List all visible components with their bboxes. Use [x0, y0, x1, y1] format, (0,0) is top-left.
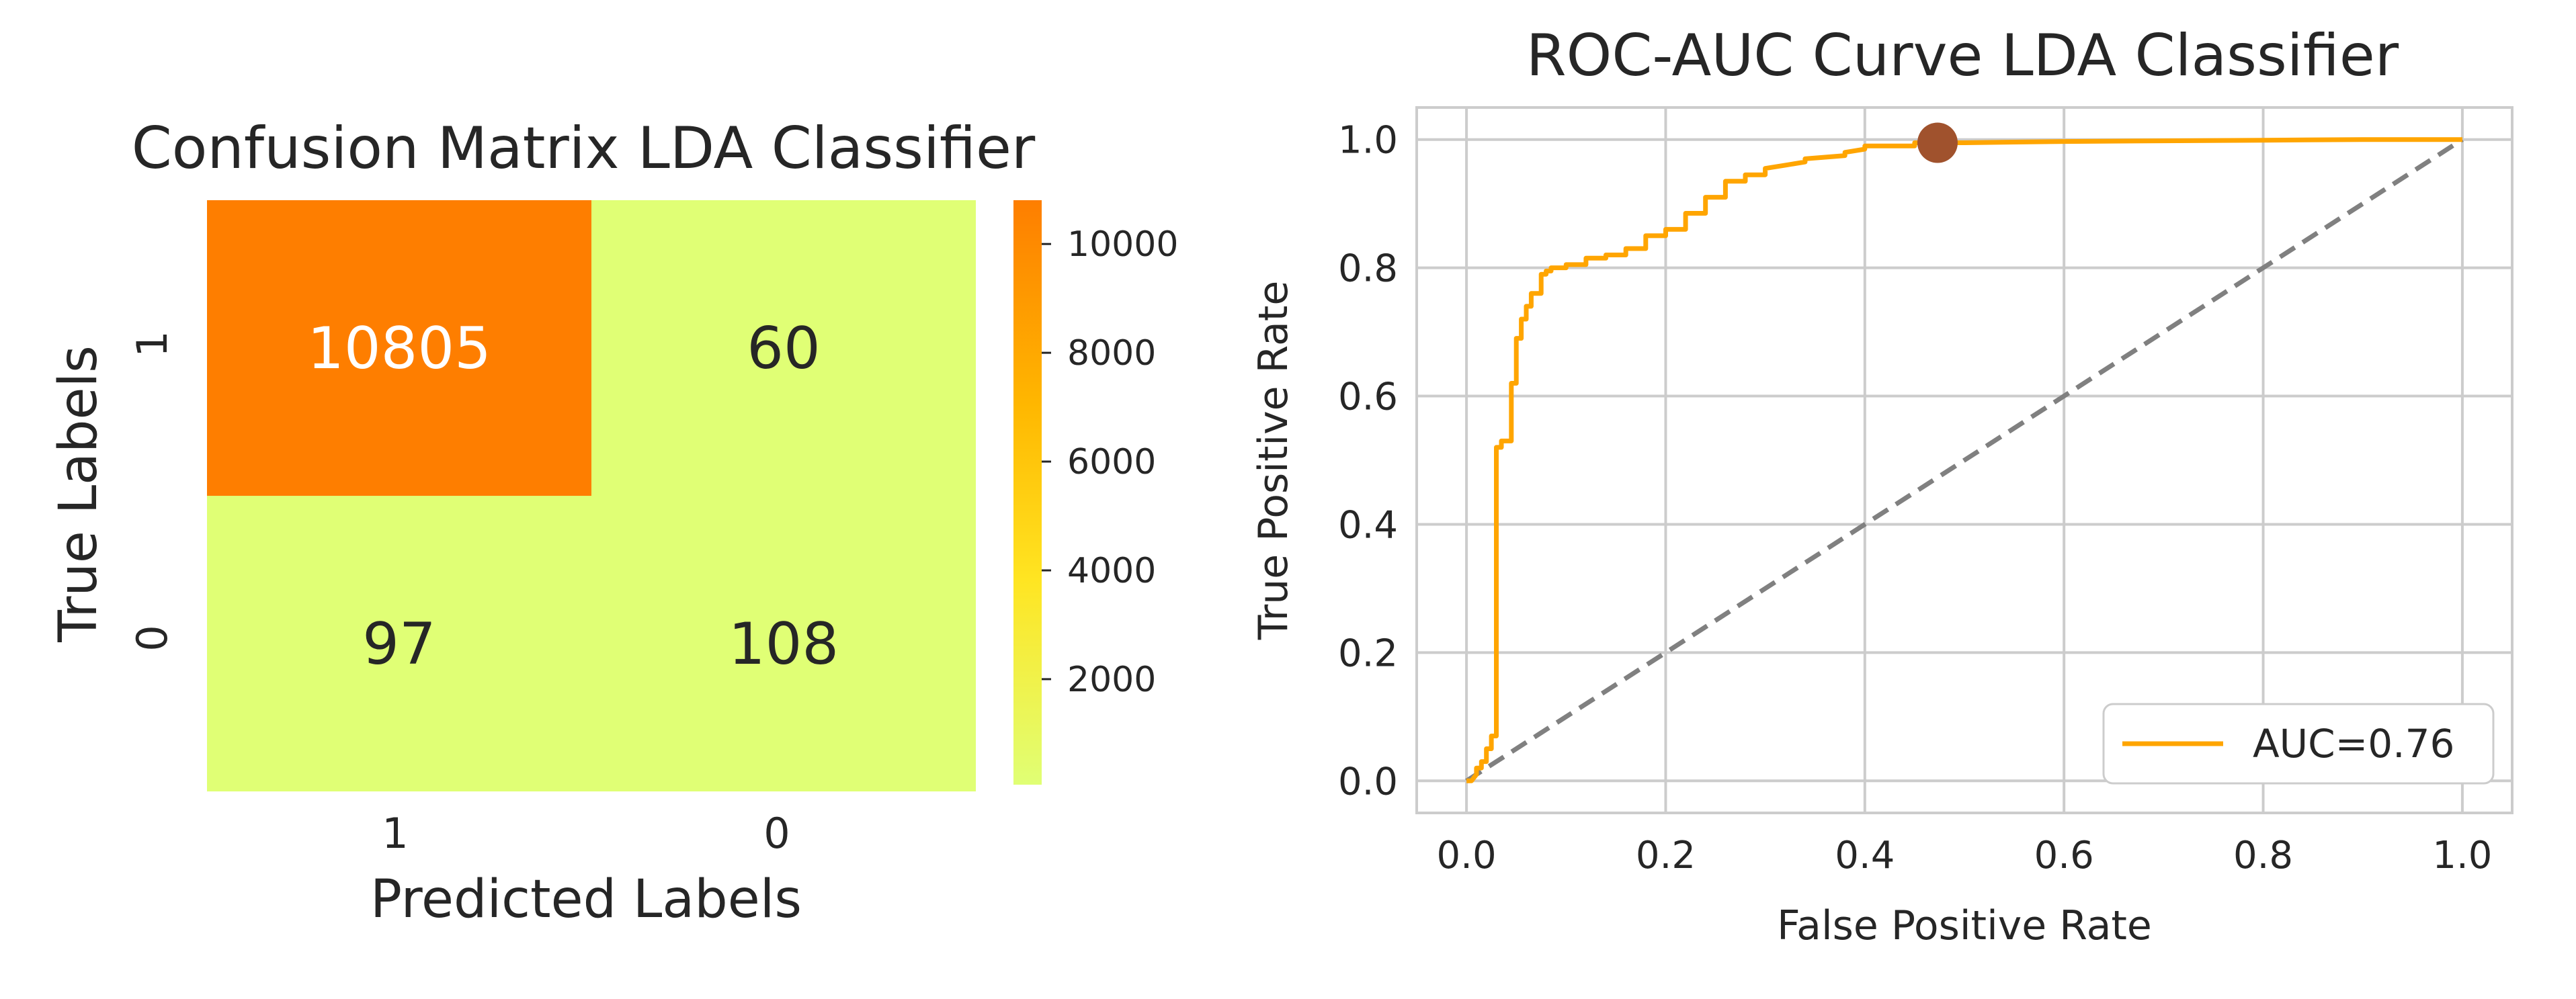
- cm-colorbar-tick-label: 4000: [1067, 551, 1156, 591]
- roc-lines: [1465, 122, 2464, 783]
- roc-x-tick-label: 0.0: [1437, 834, 1497, 877]
- cm-y-tick-label-1: 1: [128, 331, 177, 357]
- cm-x-tick-label-0: 0: [763, 809, 790, 858]
- cm-cell-value-0-0: 10805: [307, 315, 491, 382]
- cm-title: Confusion Matrix LDA Classifier: [132, 115, 1036, 182]
- cm-cell-1-0: [207, 496, 591, 791]
- cm-cell-value-0-1: 60: [747, 315, 820, 382]
- cm-x-axis-label: Predicted Labels: [370, 869, 802, 930]
- roc-legend-label: AUC=0.76: [2253, 721, 2454, 767]
- cm-colorbar-tick-label: 2000: [1067, 660, 1156, 700]
- roc-x-tick-label: 1.0: [2432, 834, 2492, 877]
- roc-y-tick-label: 1.0: [1338, 119, 1398, 163]
- roc-y-tick-label: 0.6: [1338, 376, 1398, 419]
- cm-cell-value-1-1: 108: [729, 611, 839, 678]
- roc-y-axis-label: True Positive Rate: [1250, 281, 1297, 640]
- cm-x-tick-label-1: 1: [382, 809, 408, 858]
- roc-chance-line: [1465, 137, 2464, 783]
- cm-y-tick-label-0: 0: [128, 625, 177, 651]
- cm-colorbar-ticks: 2000 4000 6000 8000 10000: [1042, 224, 1178, 700]
- roc-y-tick-label: 0.0: [1338, 760, 1398, 803]
- roc-y-tick-label: 0.8: [1338, 247, 1398, 291]
- roc-x-tick-label: 0.4: [1835, 834, 1895, 877]
- cm-y-axis-label: True Labels: [48, 345, 109, 643]
- roc-x-tick-label: 0.6: [2034, 834, 2094, 877]
- roc-legend: AUC=0.76: [2102, 703, 2495, 785]
- cm-colorbar-tick-label: 10000: [1067, 224, 1178, 265]
- roc-x-axis-label: False Positive Rate: [1777, 902, 2152, 949]
- cm-colorbar-tick-label: 8000: [1067, 333, 1156, 374]
- cm-cells: 10805 60 97 108: [207, 200, 976, 791]
- roc-optimal-threshold-point: [1917, 122, 1958, 163]
- roc-y-tick-label: 0.4: [1338, 503, 1398, 547]
- cm-colorbar: [1013, 200, 1042, 785]
- cm-cell-0-1: [591, 200, 976, 496]
- roc-legend-box: [2102, 703, 2495, 785]
- cm-cell-0-0: [207, 200, 591, 496]
- roc-x-tick-label: 0.2: [1636, 834, 1696, 877]
- cm-colorbar-tick-label: 6000: [1067, 442, 1156, 482]
- roc-plot-frame: [1415, 106, 2513, 814]
- roc-grid: [1417, 107, 2512, 813]
- cm-cell-1-1: [591, 496, 976, 791]
- roc-curve: [1466, 137, 2462, 783]
- confusion-matrix-chart: Confusion Matrix LDA Classifier 10805 60 9…: [48, 115, 1178, 930]
- roc-y-tick-label: 0.2: [1338, 632, 1398, 675]
- roc-x-tick-label: 0.8: [2233, 834, 2293, 877]
- roc-title: ROC-AUC Curve LDA Classifier: [1526, 22, 2399, 89]
- roc-chart: ROC-AUC Curve LDA Classifier 0.0 0.2 0.4 0.…: [1250, 22, 2513, 949]
- cm-cell-value-1-0: 97: [362, 611, 435, 678]
- roc-ticks: 0.0 0.2 0.4 0.6 0.8 1.0 0.0 0.2 0.4 0.6 0.8 1.0: [1338, 119, 2493, 877]
